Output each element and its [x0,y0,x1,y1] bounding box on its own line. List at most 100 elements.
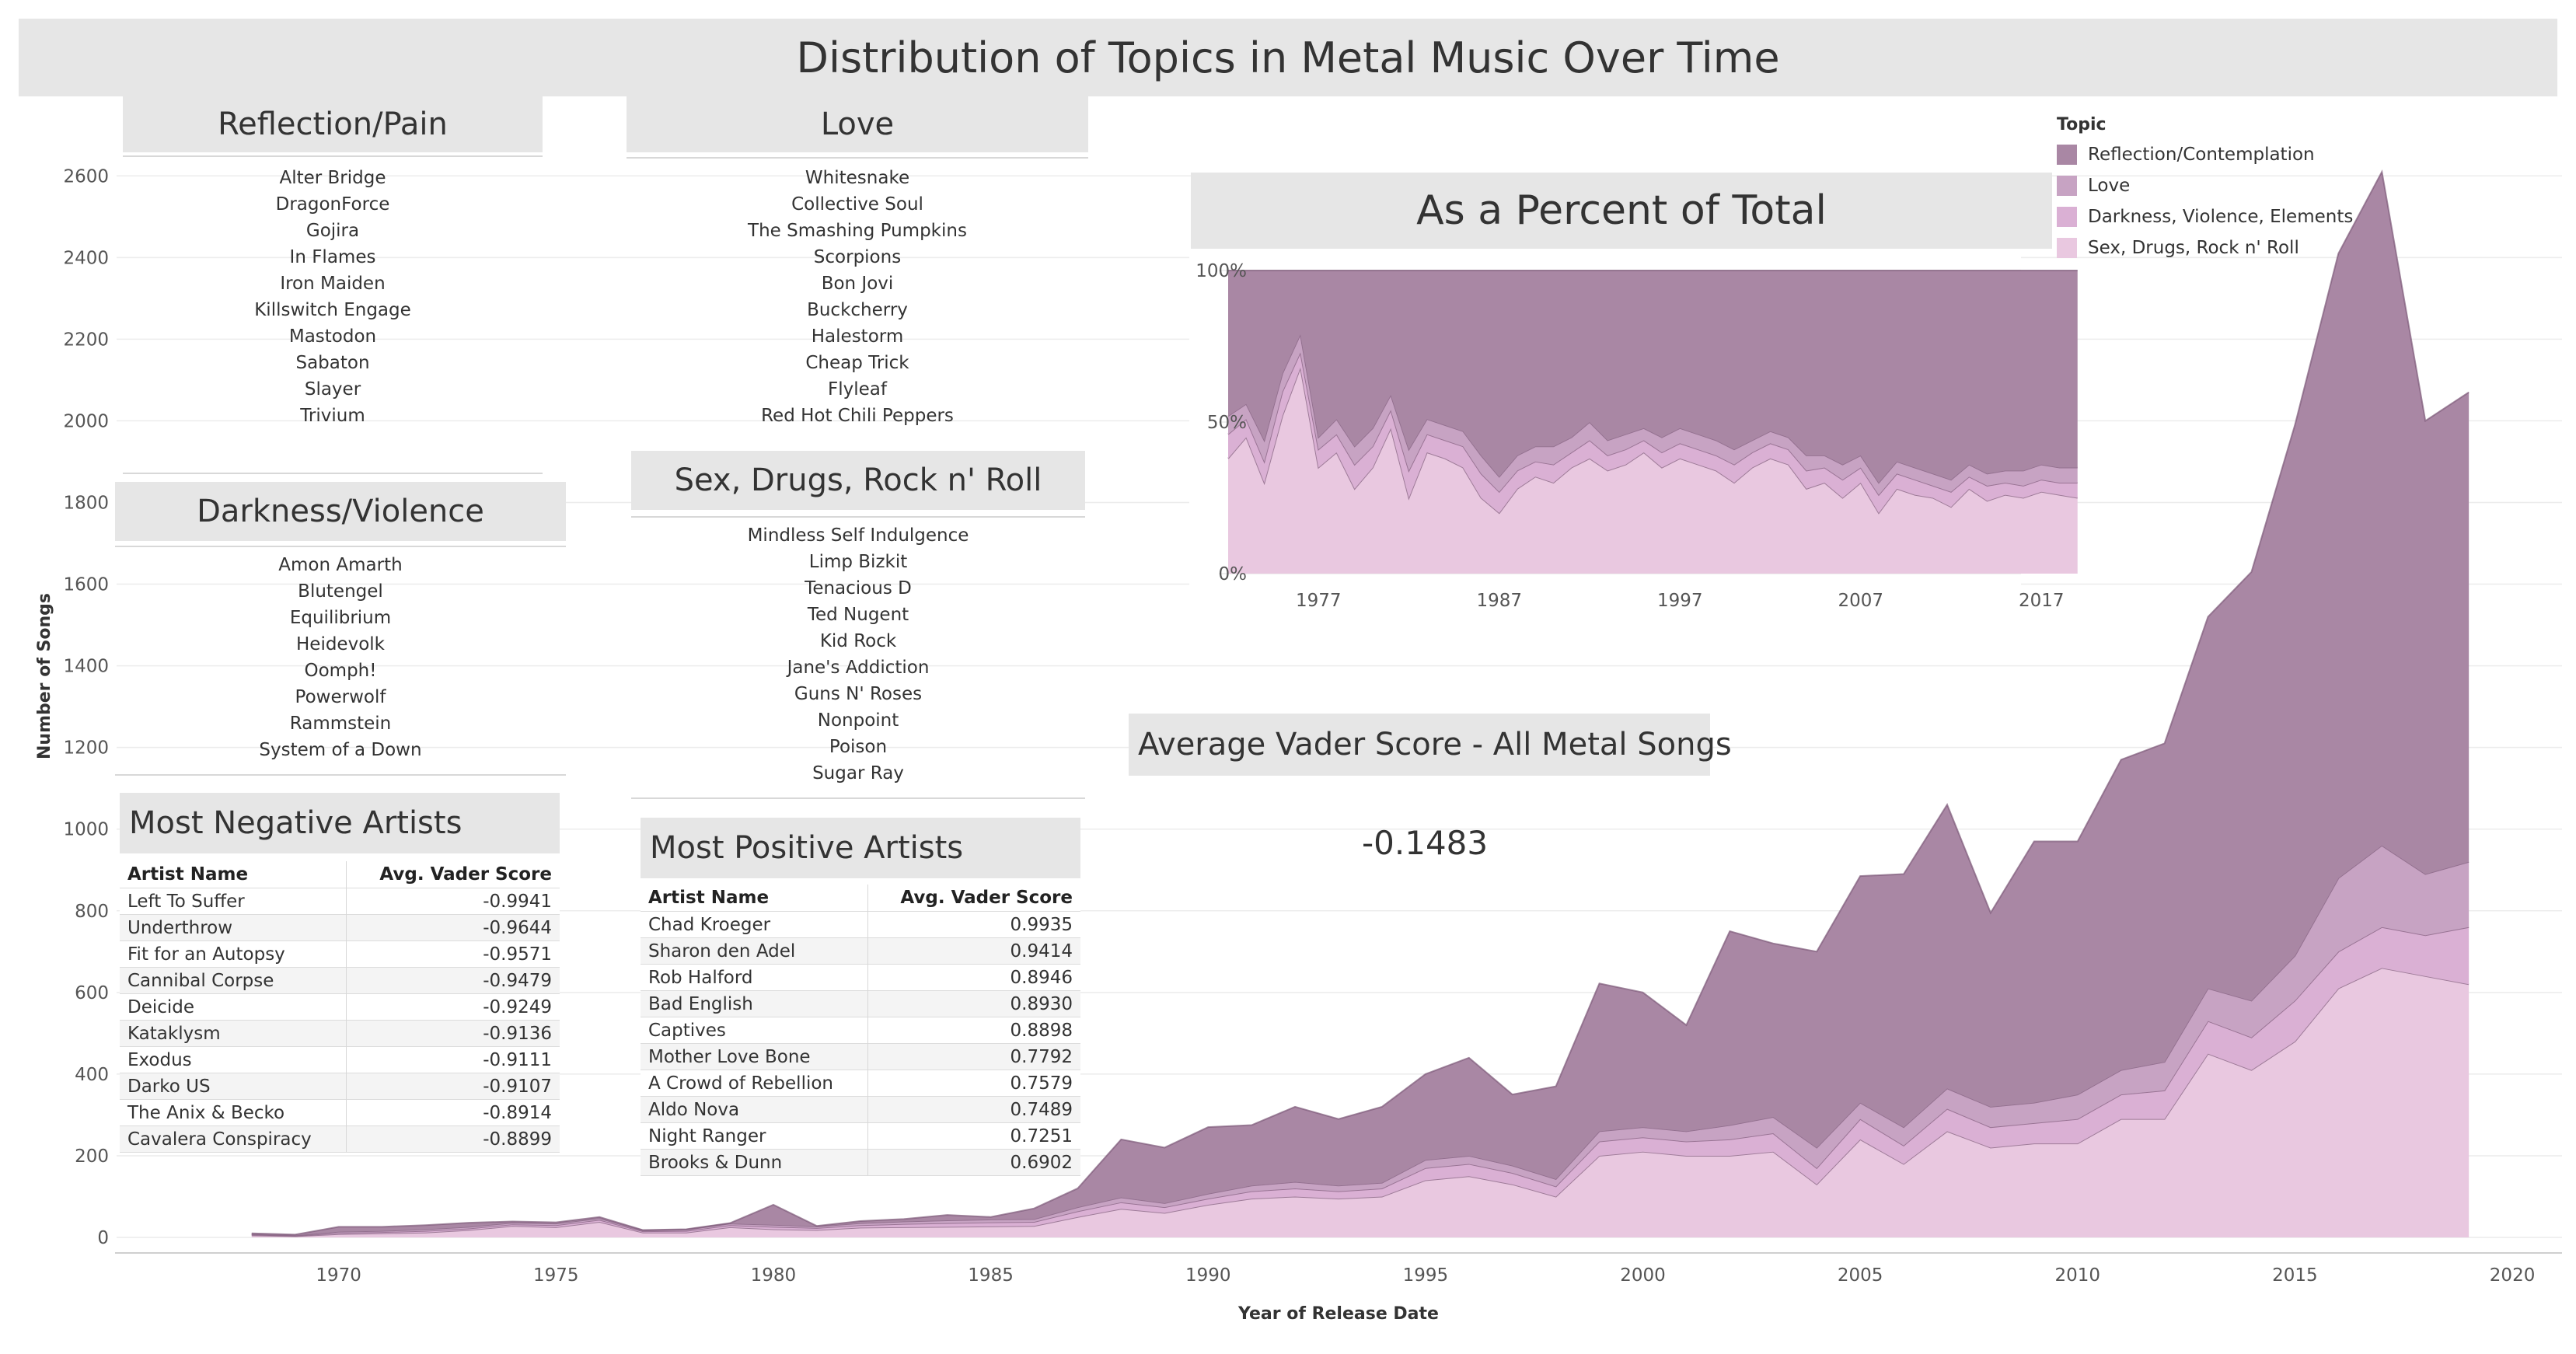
reflection-pain-artist: Alter Bridge [279,168,386,188]
vader-title: Average Vader Score - All Metal Songs [1138,727,1732,762]
reflection-pain-artist: Iron Maiden [280,274,386,294]
artist-name-cell: Fit for an Autopsy [120,940,347,968]
table-row: A Crowd of Rebellion 0.7579 [641,1070,1080,1097]
negative-col-artist-header: Artist Name [120,861,347,888]
darkness-violence-artist: System of a Down [259,740,422,760]
vader-score-cell: -0.9941 [346,888,560,915]
positive-col-score-header: Avg. Vader Score [900,888,1073,908]
darkness-violence-artist: Equilibrium [289,608,392,628]
artist-name-cell: Exodus [120,1046,347,1073]
table-row: Exodus -0.9111 [120,1046,560,1073]
main-y-tick-label: 1000 [63,820,109,840]
most-positive-title: Most Positive Artists [650,830,964,866]
table-row: Chad Kroeger 0.9935 [641,911,1080,938]
legend-item-sex-drugs[interactable]: Sex, Drugs, Rock n' Roll [2057,232,2353,263]
vader-score-cell: -0.9111 [346,1046,560,1073]
main-area-reflection[interactable] [251,172,2470,1236]
artist-name-cell: Underthrow [120,914,347,941]
negative-col-score-header: Avg. Vader Score [379,864,552,885]
love-artist: The Smashing Pumpkins [748,221,967,241]
legend-label-darkness: Darkness, Violence, Elements [2088,207,2354,227]
artist-name-cell: A Crowd of Rebellion [641,1070,868,1097]
main-y-tick-label: 2600 [63,166,109,187]
sex-drugs-artist: Ted Nugent [807,605,909,625]
inset-y-tick-label: 0% [1219,564,1248,585]
legend-label-sex-drugs: Sex, Drugs, Rock n' Roll [2088,238,2299,258]
table-row: Rob Halford 0.8946 [641,964,1080,991]
artist-name-cell: Sharon den Adel [641,937,868,965]
vader-score-cell: 0.8946 [867,964,1080,991]
inset-y-tick-labels: 0% 50% 100% [1196,261,1247,585]
vader-score-cell: -0.9107 [346,1073,560,1100]
sex-drugs-artist: Guns N' Roses [794,684,923,704]
darkness-violence-artist: Amon Amarth [278,555,403,575]
sex-drugs-title: Sex, Drugs, Rock n' Roll [674,462,1042,498]
table-row: Kataklysm -0.9136 [120,1020,560,1047]
main-y-tick-label: 1800 [63,493,109,513]
vader-score-cell: -0.9479 [346,967,560,994]
sex-drugs-artist: Sugar Ray [812,763,904,783]
main-x-tick-label: 2005 [1838,1265,1883,1286]
inset-area-sex-drugs[interactable] [1228,367,2078,574]
table-row: Fit for an Autopsy -0.9571 [120,940,560,968]
inset-area-love[interactable] [1228,333,2078,495]
sex-drugs-artist-list: Mindless Self Indulgence Limp Bizkit Tenac… [631,522,1085,787]
main-x-tick-label: 1990 [1185,1265,1231,1286]
vader-score-cell: -0.9571 [346,940,560,968]
main-x-tick-label: 2015 [2272,1265,2318,1286]
legend-title: Topic [2057,115,2107,134]
vader-score-cell: 0.7251 [867,1122,1080,1150]
vader-score-cell: -0.9249 [346,993,560,1021]
main-x-tick-label: 1970 [316,1265,361,1286]
percent-of-total-title: As a Percent of Total [1416,187,1827,234]
artist-name-cell: Captives [641,1017,868,1044]
love-artist: Collective Soul [791,194,923,215]
main-line-reflection [251,169,2470,1236]
reflection-pain-artist: Slayer [304,379,361,400]
reflection-pain-artist: Gojira [305,221,360,241]
reflection-pain-bottom-divider [123,473,543,474]
inset-x-tick-label: 2007 [1838,591,1883,611]
sex-drugs-artist: Poison [829,737,888,757]
inset-y-tick-label: 100% [1196,261,1247,281]
reflection-pain-title: Reflection/Pain [218,106,448,142]
darkness-violence-artist: Blutengel [298,581,383,602]
table-row: Darko US -0.9107 [120,1073,560,1100]
main-x-tick-label: 2020 [2490,1265,2536,1286]
legend-swatch-darkness [2057,207,2077,227]
table-row: Deicide -0.9249 [120,993,560,1021]
main-y-tick-label: 2200 [63,330,109,350]
vader-score-cell: 0.7792 [867,1043,1080,1070]
main-x-axis-label: Year of Release Date [1237,1304,1439,1324]
dashboard-title: Distribution of Topics in Metal Music Ov… [796,33,1780,82]
main-y-tick-label: 200 [75,1146,109,1167]
reflection-pain-artist: In Flames [289,247,376,267]
legend-swatch-sex-drugs [2057,238,2077,258]
darkness-violence-artist: Oomph! [304,661,377,681]
percent-of-total-header: As a Percent of Total [1191,173,2052,249]
legend-item-reflection[interactable]: Reflection/Contemplation [2057,139,2353,170]
vader-score-cell: 0.8898 [867,1017,1080,1044]
table-row: Cavalera Conspiracy -0.8899 [120,1125,560,1153]
main-x-tick-label: 2010 [2055,1265,2101,1286]
main-area-sex-drugs[interactable] [251,968,2470,1237]
reflection-pain-artist: Trivium [300,406,365,426]
legend-item-love[interactable]: Love [2057,170,2353,201]
artist-name-cell: Kataklysm [120,1020,347,1047]
love-artist: Halestorm [811,326,904,347]
love-artist: Buckcherry [807,300,908,320]
main-x-tick-label: 1980 [751,1265,797,1286]
legend-item-darkness[interactable]: Darkness, Violence, Elements [2057,201,2353,232]
inset-area-darkness[interactable] [1228,352,2078,513]
vader-score-cell: 0.7489 [867,1096,1080,1123]
reflection-pain-artist: Mastodon [288,326,377,347]
love-artist: Cheap Trick [805,353,909,373]
vader-score-cell: 0.9935 [867,911,1080,938]
darkness-violence-artist-list: Amon Amarth Blutengel Equilibrium Heidevolk… [115,552,566,763]
main-y-tick-label: 2400 [63,248,109,268]
legend-label-reflection: Reflection/Contemplation [2088,145,2315,165]
main-y-tick-labels: 0 200 400 600 800 1000 1200 1400 1600 1800 2000 220… [63,166,109,1248]
dashboard-title-header: Distribution of Topics in Metal Music Ov… [19,19,2557,96]
inset-area-reflection[interactable] [1228,270,2078,483]
